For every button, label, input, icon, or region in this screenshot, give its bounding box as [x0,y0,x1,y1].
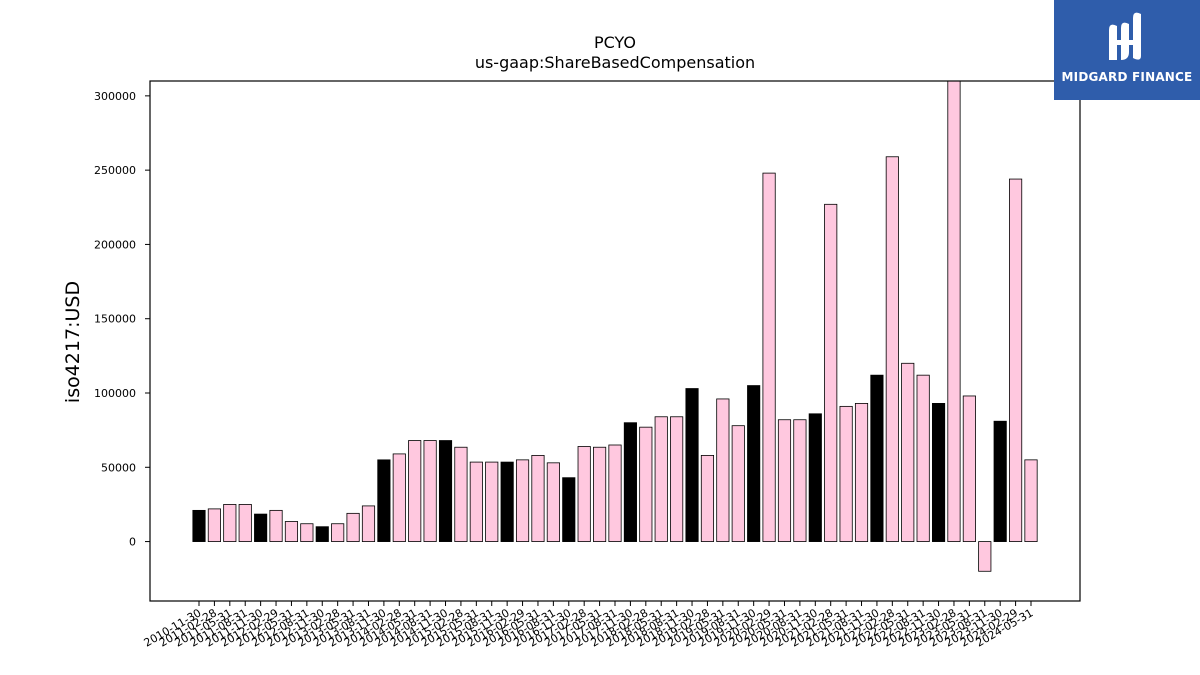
bar-2015-02-28 [454,446,468,542]
bar-2024-05-31 [1024,459,1038,542]
bars-group [192,80,1038,572]
y-tick-label: 250000 [94,164,136,177]
bar-2023-02-28 [947,80,961,542]
bar-2018-08-31 [670,416,684,542]
bar-2017-02-28 [577,446,591,542]
y-tick-label: 50000 [101,461,136,474]
bar-2020-08-31 [793,419,807,542]
bar-2019-05-31 [716,398,730,542]
bar-2022-05-31 [901,362,915,542]
bar-2021-02-28 [824,203,838,542]
bar-2021-05-31 [839,405,853,542]
x-ticks-group: 2010-11-302011-02-282011-05-312011-08-31… [142,601,1036,650]
midgard-finance-logo: MIDGARD FINANCE [1054,0,1200,100]
bar-2013-11-30 [377,459,391,542]
bar-2023-11-30 [993,420,1007,542]
bar-2019-11-30 [747,385,761,542]
bar-2021-11-30 [870,374,884,542]
bar-2023-05-31 [962,395,976,542]
bar-2022-11-30 [931,402,946,542]
y-tick-label: 0 [129,536,136,549]
y-tick-label: 100000 [94,387,136,400]
bar-2018-05-31 [654,416,668,542]
bar-2013-05-31 [346,512,360,542]
bar-2011-02-28 [207,508,221,542]
bar-2020-05-31 [777,419,792,542]
bar-2017-08-31 [608,444,622,542]
bar-2014-08-31 [423,440,437,542]
bar-2024-02-29 [1009,178,1023,542]
chart-title: PCYO [594,33,636,52]
bar-2017-05-31 [593,446,607,542]
bar-2016-11-30 [562,477,576,542]
logo-text: MIDGARD FINANCE [1061,70,1193,84]
bar-2013-08-31 [361,505,376,542]
bar-2011-08-31 [238,504,252,542]
bar-2011-05-31 [223,504,237,542]
bar-2020-02-29 [762,172,776,542]
bar-2017-11-30 [623,422,637,542]
bar-2016-08-31 [546,462,560,542]
bar-2014-02-28 [392,453,406,542]
bar-2010-11-30 [192,509,206,542]
bar-2022-02-28 [885,156,899,542]
bar-2011-11-30 [254,513,268,542]
bar-2012-05-31 [284,521,299,542]
midgard-finance-logo-icon [1109,12,1141,61]
plot-frame [149,80,1081,602]
bar-2022-08-31 [916,374,930,542]
y-tick-label: 150000 [94,313,136,326]
bar-2018-11-30 [685,388,699,542]
bar-2023-08-31 [978,541,992,572]
y-axis-label: iso4217:USD [62,281,84,403]
y-ticks-group: 0 50000 100000 150000 200000 250000 300000 [94,90,150,549]
bar-2014-11-30 [438,440,453,542]
bar-2012-08-31 [300,523,314,542]
bar-2014-05-31 [408,440,422,542]
bar-2019-08-31 [731,425,745,542]
bar-2015-11-30 [500,461,514,542]
bar-2016-02-29 [515,459,530,542]
bar-2016-05-31 [531,454,545,542]
bar-2013-02-28 [331,523,345,542]
bar-2012-11-30 [315,526,329,542]
bar-2019-02-28 [700,454,715,542]
y-tick-label: 300000 [94,90,136,103]
bar-2012-02-29 [269,509,283,542]
chart-subtitle: us-gaap:ShareBasedCompensation [475,53,755,72]
bar-2018-02-28 [639,426,653,542]
y-tick-label: 200000 [94,238,136,251]
bar-2015-05-31 [469,461,483,542]
bar-2020-11-30 [808,413,822,542]
bar-2015-08-31 [485,461,499,542]
bar-2021-08-31 [854,402,869,542]
